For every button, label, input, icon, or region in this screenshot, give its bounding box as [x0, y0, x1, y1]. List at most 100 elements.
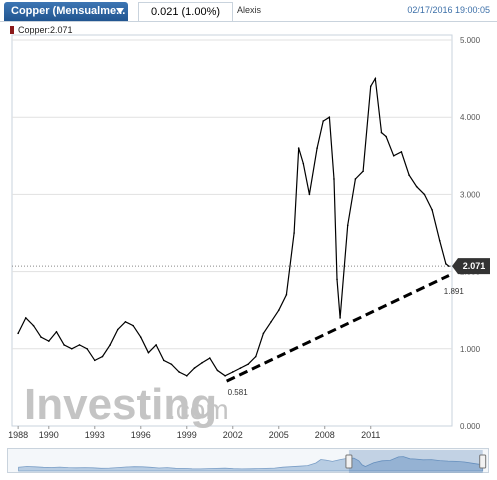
data-point — [408, 174, 410, 176]
data-point — [431, 209, 433, 211]
navigator-handle[interactable] — [345, 454, 353, 469]
timestamp: 02/17/2016 19:00:05 — [407, 5, 490, 15]
series-line-copper — [17, 76, 450, 377]
data-point — [185, 375, 188, 377]
x-tick-label: 1990 — [39, 430, 59, 440]
navigator-area — [18, 456, 484, 472]
data-point — [277, 309, 280, 312]
watermark-main: Investing — [24, 380, 217, 429]
data-point — [333, 178, 335, 180]
data-point — [445, 263, 447, 265]
data-point — [247, 363, 249, 366]
data-point — [239, 367, 242, 369]
data-point — [63, 344, 65, 346]
data-point — [139, 336, 142, 339]
instrument-tab-label: Copper (Mensualme... — [11, 5, 126, 17]
data-point — [93, 359, 96, 362]
legend-label: Copper:2.071 — [18, 25, 73, 35]
data-point — [328, 116, 331, 118]
data-point — [116, 328, 119, 331]
data-point — [47, 340, 50, 342]
data-point — [285, 293, 288, 296]
data-point — [380, 131, 383, 134]
data-point — [297, 147, 300, 149]
last-price-badge: 2.071 — [452, 258, 490, 275]
annotation-label: 0.581 — [228, 388, 249, 397]
data-point — [147, 351, 150, 354]
data-point — [40, 336, 42, 339]
data-point — [339, 317, 341, 319]
watermark-suffix: .com — [168, 394, 229, 425]
data-point — [392, 155, 395, 157]
x-tick-label: 2002 — [223, 430, 243, 440]
data-point — [178, 371, 180, 373]
data-point — [17, 332, 19, 335]
data-point — [78, 344, 81, 346]
x-tick-label: 1988 — [8, 430, 28, 440]
x-tick-label: 1999 — [177, 430, 197, 440]
data-point — [448, 265, 450, 267]
data-point — [270, 320, 272, 323]
data-point — [70, 348, 73, 350]
data-point — [132, 324, 134, 327]
data-point — [170, 363, 173, 366]
data-point — [374, 77, 377, 80]
x-tick-label: 2011 — [361, 430, 380, 440]
data-point — [124, 320, 127, 323]
data-point — [346, 224, 349, 227]
y-tick-label: 4.000 — [460, 113, 481, 122]
data-point — [336, 278, 338, 281]
data-point — [224, 375, 226, 377]
data-point — [155, 344, 157, 346]
y-tick-label: 1.000 — [460, 345, 481, 354]
data-point — [302, 162, 305, 165]
data-point — [400, 151, 403, 153]
data-point — [438, 239, 441, 242]
data-point — [254, 355, 257, 358]
data-point — [216, 369, 219, 372]
x-tick-label: 2008 — [315, 430, 335, 440]
header-bar: Copper (Mensualme... 0.021 (1.00%) Alexi… — [0, 0, 497, 22]
data-point — [369, 85, 372, 88]
data-point — [193, 367, 196, 369]
x-tick-label: 1993 — [85, 430, 105, 440]
data-point — [308, 193, 311, 196]
data-point — [354, 178, 357, 180]
navigator-selection[interactable] — [348, 450, 483, 473]
data-point — [322, 120, 325, 122]
chevron-down-icon[interactable] — [116, 8, 124, 14]
y-tick-label: 5.000 — [460, 36, 481, 45]
data-point — [101, 355, 104, 358]
chart-legend: Copper:2.071 — [10, 25, 73, 35]
instrument-tab[interactable]: Copper (Mensualme... — [4, 2, 128, 21]
data-point — [32, 324, 35, 327]
data-point — [55, 331, 58, 333]
x-tick-label: 2005 — [269, 430, 289, 440]
data-point — [385, 135, 387, 138]
data-point — [415, 185, 418, 188]
author-name: Alexis — [237, 5, 262, 15]
data-point — [293, 232, 295, 234]
data-point — [362, 170, 364, 173]
legend-swatch — [10, 26, 14, 34]
x-tick-label: 1996 — [131, 430, 151, 440]
y-tick-label: 3.000 — [460, 190, 481, 199]
data-point — [24, 317, 27, 319]
data-point — [162, 359, 165, 362]
last-price-value: 2.071 — [463, 261, 486, 271]
time-navigator[interactable] — [7, 448, 489, 473]
data-point — [109, 344, 111, 346]
data-point — [316, 147, 318, 149]
price-change: 0.021 (1.00%) — [138, 2, 233, 21]
y-tick-label: 0.000 — [460, 422, 481, 431]
annotation-label: 1.891 — [444, 287, 465, 296]
data-point — [86, 348, 88, 350]
navigator-chart — [18, 450, 487, 473]
data-point — [231, 371, 234, 373]
data-point — [208, 357, 211, 359]
investing-watermark: Investing .com — [24, 380, 229, 429]
data-point — [201, 361, 203, 364]
data-point — [262, 332, 265, 335]
navigator-handle[interactable] — [479, 454, 487, 469]
